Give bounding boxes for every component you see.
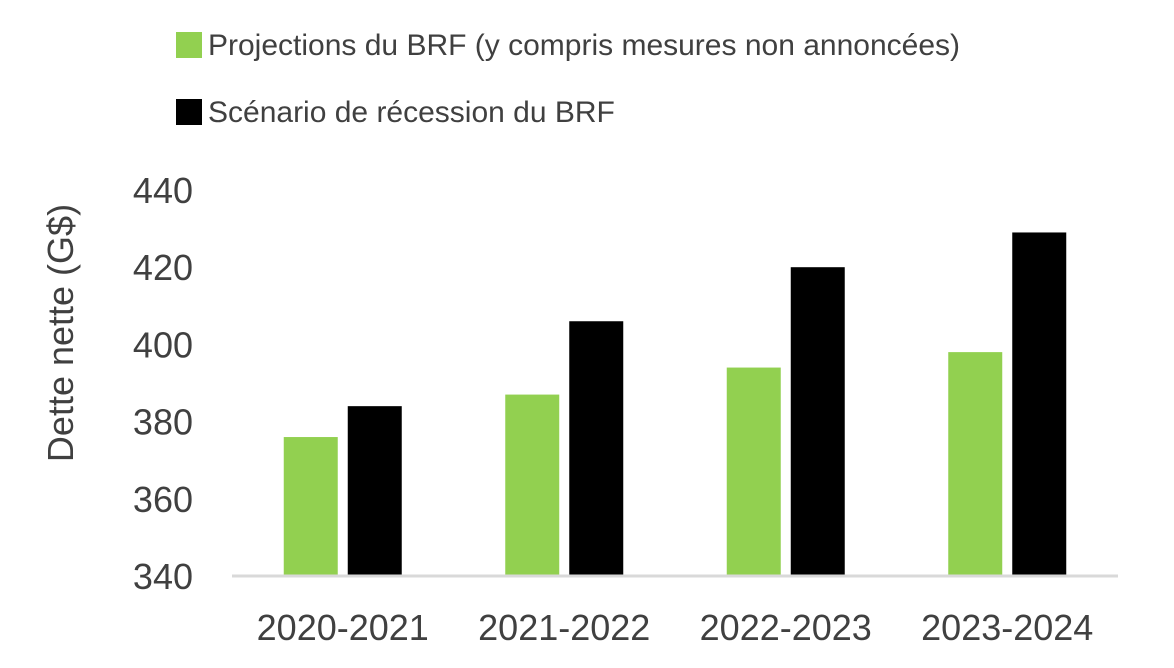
bar-projections-2020-2021 [283,437,338,576]
bar-recession-2021-2022 [569,321,624,576]
bars [283,232,1067,576]
legend-swatch-projections [176,32,202,58]
bar-recession-2023-2024 [1012,232,1067,576]
x-tick-label: 2021-2022 [478,607,650,648]
legend-label-projections: Projections du BRF (y compris mesures no… [208,29,960,62]
x-tick-label: 2023-2024 [921,607,1093,648]
y-tick-label: 440 [133,170,193,211]
bar-projections-2021-2022 [505,394,560,576]
x-axis-ticks: 2020-2021 2021-2022 2022-2023 2023-2024 [257,607,1094,648]
legend-swatch-recession [176,99,202,125]
legend-label-recession: Scénario de récession du BRF [208,96,615,129]
legend-item-recession: Scénario de récession du BRF [176,96,615,129]
bar-projections-2023-2024 [948,352,1003,576]
y-tick-label: 420 [133,247,193,288]
y-tick-label: 340 [133,556,193,597]
x-tick-label: 2022-2023 [700,607,872,648]
x-tick-label: 2020-2021 [257,607,429,648]
y-axis-ticks: 340 360 380 400 420 440 [133,170,193,597]
y-tick-label: 400 [133,324,193,365]
legend-item-projections: Projections du BRF (y compris mesures no… [176,29,960,62]
y-axis-title: Dette nette (G$) [40,204,81,462]
y-tick-label: 360 [133,479,193,520]
legend: Projections du BRF (y compris mesures no… [176,29,960,129]
bar-projections-2022-2023 [726,367,781,576]
bar-recession-2020-2021 [347,406,402,576]
bar-recession-2022-2023 [790,267,845,576]
y-tick-label: 380 [133,402,193,443]
